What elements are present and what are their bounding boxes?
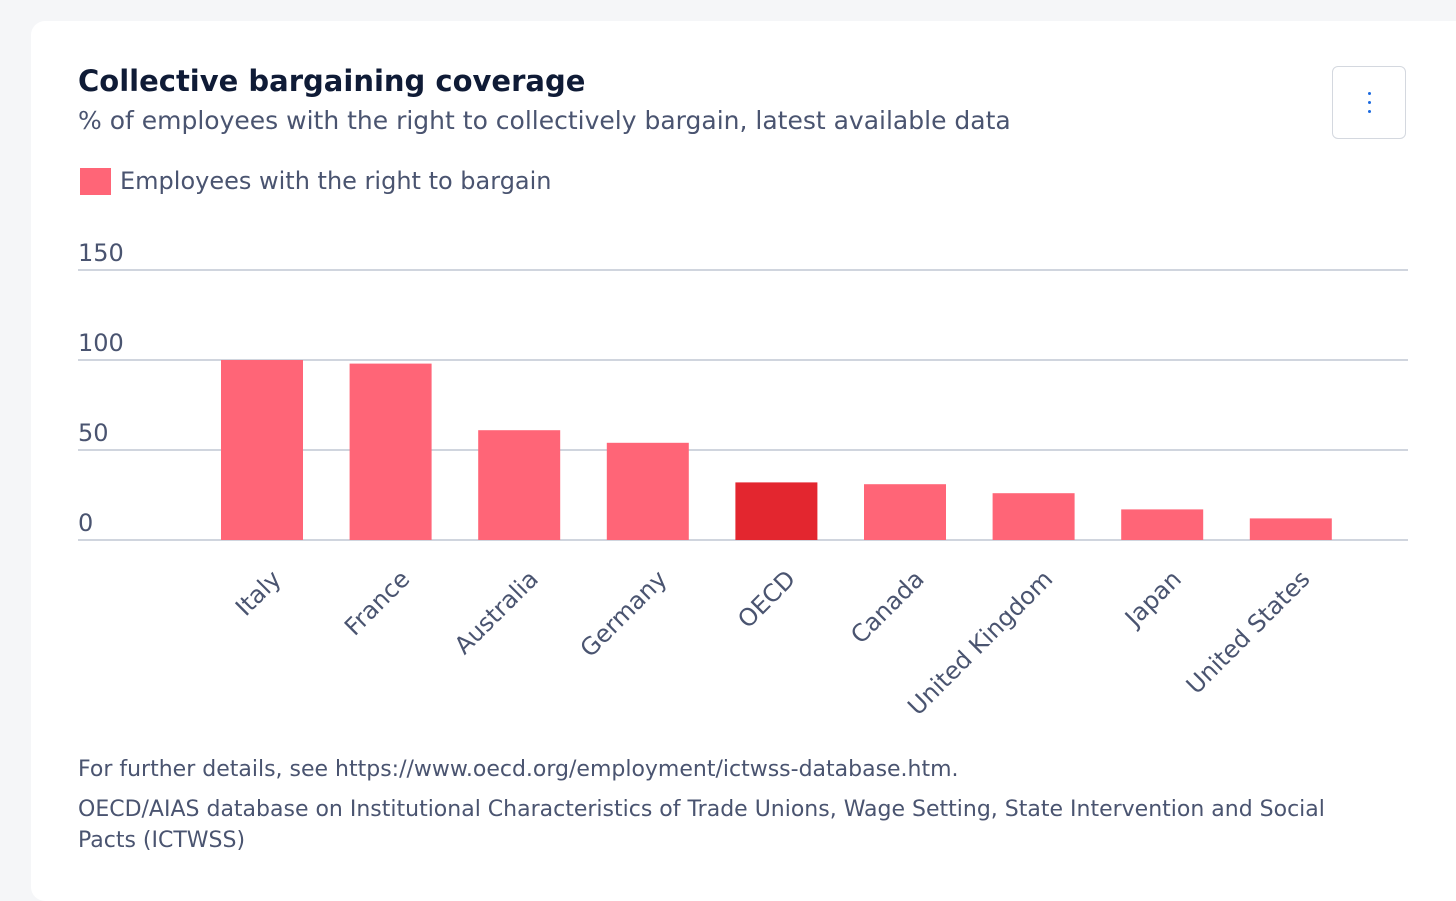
footnote-details: For further details, see https://www.oec… <box>78 757 959 782</box>
x-tick-label: Japan <box>1118 565 1187 634</box>
x-tick-label: United States <box>1181 565 1316 700</box>
chart-title: Collective bargaining coverage <box>78 64 586 98</box>
bar-united-states <box>1249 518 1332 540</box>
bar-germany <box>606 442 689 540</box>
y-tick-label: 100 <box>78 329 124 357</box>
bar-chart: 0 50 100 150 Italy France Australia Germany OECD… <box>78 239 1408 721</box>
bar-oecd <box>735 482 818 540</box>
bar-france <box>349 363 432 540</box>
bar-united-kingdom <box>992 493 1075 540</box>
x-tick-label: France <box>339 565 415 641</box>
footnote-source: OECD/AIAS database on Institutional Char… <box>78 797 1325 853</box>
y-tick-label: 50 <box>78 419 109 447</box>
x-tick-label: OECD <box>732 565 801 634</box>
x-tick-label: Canada <box>845 565 929 649</box>
x-tick-label: Australia <box>449 565 544 660</box>
x-tick-label: Germany <box>575 565 673 663</box>
legend-label: Employees with the right to bargain <box>120 167 552 195</box>
bar-canada <box>864 484 946 540</box>
chart-subtitle: % of employees with the right to collect… <box>78 106 1011 135</box>
legend-swatch <box>80 168 111 195</box>
bar-australia <box>478 430 561 540</box>
y-tick-label: 0 <box>78 509 93 537</box>
bar-japan <box>1121 509 1204 540</box>
chart-menu-button[interactable] <box>1332 66 1406 139</box>
more-vertical-icon <box>1368 92 1371 114</box>
bar-italy <box>221 360 303 540</box>
y-tick-label: 150 <box>78 239 124 267</box>
x-tick-label: Italy <box>230 565 287 622</box>
